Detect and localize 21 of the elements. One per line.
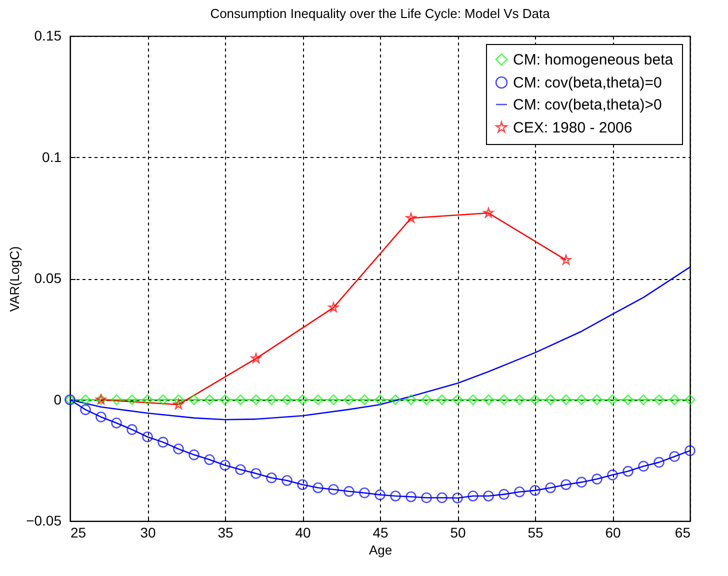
y-tick-label: 0 [54,391,62,408]
x-tick-label: 25 [70,524,86,540]
legend-label: CEX: 1980 - 2006 [513,120,632,136]
x-tick-label: 60 [605,524,621,540]
x-tick-label: 35 [218,524,234,540]
x-tick-label: 30 [140,524,156,540]
x-tick-label: 40 [295,524,311,540]
y-tick-label: 0.15 [34,28,62,44]
x-tick-label: 50 [450,524,466,540]
chart-title: Consumption Inequality over the Life Cycle: Model Vs Data [210,6,551,21]
y-tick-label: 0.1 [42,148,62,165]
y-tick-label: 0.05 [34,270,62,286]
legend-label: CM: cov(beta,theta)>0 [513,96,662,114]
x-tick-label: 65 [674,524,691,540]
y-axis-title: VAR(LogC) [7,246,22,312]
x-tick-label: 45 [372,524,388,540]
x-tick-label: 55 [528,524,544,540]
y-tick-label: −0.05 [26,512,62,528]
x-axis-title: Age [368,542,392,558]
legend-label: CM: cov(beta,theta)=0 [513,74,662,92]
legend-label: CM: homogeneous beta [513,52,674,68]
